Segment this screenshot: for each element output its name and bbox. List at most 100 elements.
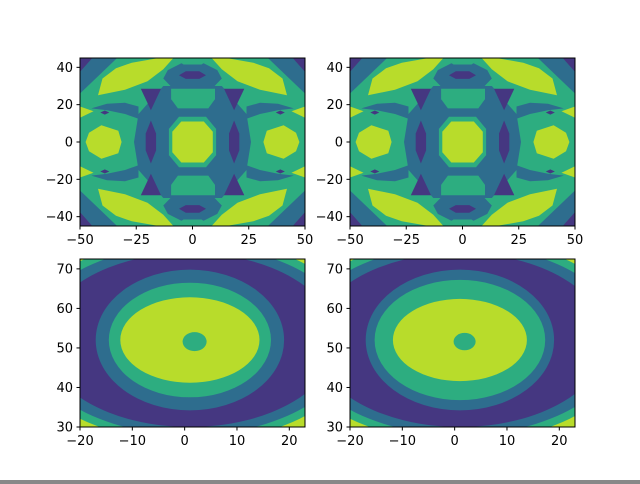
subplot-bottom-right-plot-area (350, 259, 575, 427)
contour-band (267, 190, 305, 226)
contour-band (229, 120, 240, 164)
contour-band (80, 212, 93, 226)
axes-spines (349, 258, 576, 428)
contour-band (561, 106, 575, 118)
contour-band (182, 332, 207, 352)
y-tick-label: 30 (326, 421, 343, 436)
contour-band (350, 106, 364, 118)
contour-band (443, 58, 482, 65)
contour-band (370, 110, 380, 115)
contour-band (545, 110, 555, 115)
contour-band (246, 165, 294, 182)
contour-band (179, 205, 206, 213)
y-tick-label: 40 (56, 61, 73, 76)
contour-band (80, 58, 93, 72)
y-tick-label: 30 (56, 421, 73, 436)
y-tick-label: 40 (326, 381, 343, 396)
y-tick-label: −20 (316, 173, 343, 188)
contour-band (350, 58, 363, 72)
x-tick-label: 50 (567, 233, 584, 248)
contour-band (537, 58, 575, 94)
x-tick-label: 20 (281, 434, 298, 449)
x-tick-label: 50 (297, 233, 314, 248)
contour-band (172, 121, 213, 163)
x-tick-label: −20 (66, 434, 93, 449)
x-tick-label: 25 (510, 233, 527, 248)
contour-band (98, 188, 174, 226)
contour-band (263, 125, 300, 159)
contour-band (211, 188, 287, 226)
y-tick-label: −20 (46, 173, 73, 188)
contour-band (562, 212, 575, 226)
contour-band (291, 106, 305, 118)
contour-band (410, 88, 431, 111)
contour-band (91, 102, 139, 119)
y-tick-label: 70 (326, 262, 343, 277)
contour-band (85, 125, 122, 159)
subplot-bottom-right: −20 −10 0 10 20 70 60 50 40 30 (326, 258, 576, 449)
contour-band (415, 120, 427, 164)
y-tick-label: 40 (56, 381, 73, 396)
contour-band (361, 102, 409, 119)
contour-band (292, 212, 305, 226)
contour-band (275, 169, 285, 174)
contour-band (267, 58, 305, 94)
y-tick-label: 60 (326, 302, 343, 317)
x-tick-label: −20 (336, 434, 363, 449)
contour-band (98, 58, 174, 96)
contour-band (370, 169, 380, 174)
contour-band (361, 165, 409, 182)
contour-band (291, 166, 305, 178)
x-tick-label: −25 (123, 233, 150, 248)
contour-band (561, 166, 575, 178)
contour-band (224, 173, 245, 196)
contour-band (368, 58, 444, 96)
y-tick-label: 50 (56, 341, 73, 356)
y-tick-label: 60 (56, 302, 73, 317)
axes-spines (79, 258, 306, 428)
contour-band (91, 165, 139, 182)
contour-band (368, 188, 444, 226)
y-tick-label: 0 (335, 136, 343, 151)
contour-band (211, 58, 287, 96)
contour-band (449, 71, 476, 79)
x-tick-label: 20 (551, 434, 568, 449)
x-tick-label: 0 (451, 434, 459, 449)
contour-band (80, 190, 118, 226)
contour-band (494, 173, 515, 196)
contour-band (441, 88, 485, 109)
contour-band (350, 166, 364, 178)
contour-band (100, 110, 110, 115)
subplot-top-left: −50 −25 0 25 50 40 20 0 −20 −40 (46, 57, 314, 248)
contour-band (100, 169, 110, 174)
contour-band (442, 121, 483, 163)
subplot-bottom-left: −20 −10 0 10 20 70 60 50 40 30 (56, 258, 306, 449)
contour-band (499, 120, 510, 164)
x-tick-label: 10 (499, 434, 516, 449)
contour-band (350, 190, 388, 226)
x-tick-label: −10 (119, 434, 146, 449)
contour-band (516, 165, 564, 182)
contour-band (80, 106, 94, 118)
contour-band (179, 71, 206, 79)
contour-band (453, 332, 476, 351)
x-tick-label: 0 (458, 233, 466, 248)
x-tick-label: 0 (188, 233, 196, 248)
x-tick-label: 10 (229, 434, 246, 449)
y-tick-label: 40 (326, 61, 343, 76)
contour-band (443, 219, 482, 226)
y-tick-label: 20 (56, 98, 73, 113)
x-tick-label: −25 (393, 233, 420, 248)
contour-band (355, 125, 392, 159)
y-tick-label: −40 (316, 210, 343, 225)
y-tick-label: 20 (326, 98, 343, 113)
y-tick-label: 70 (56, 262, 73, 277)
contour-band (449, 205, 476, 213)
contour-band (516, 102, 564, 119)
contour-band (537, 190, 575, 226)
contour-band (441, 175, 485, 196)
contour-band (173, 219, 212, 226)
contour-band (481, 188, 557, 226)
